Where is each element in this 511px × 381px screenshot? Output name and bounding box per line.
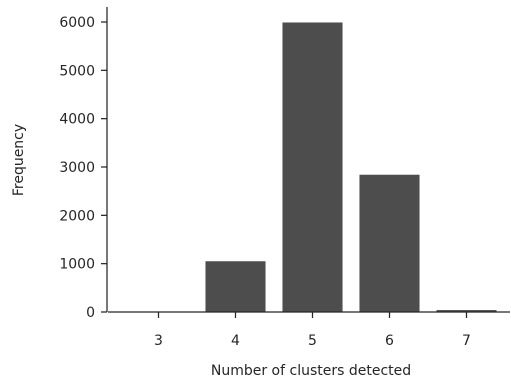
bar-6 xyxy=(359,174,420,312)
bar-7 xyxy=(436,310,497,312)
x-ticks-group: 3 4 5 6 7 xyxy=(154,312,471,349)
x-tick-label-7: 7 xyxy=(462,333,471,349)
y-tick-label-1000: 1000 xyxy=(59,257,95,273)
y-axis-label: Frequency xyxy=(11,124,27,196)
y-ticks-group: 0 1000 2000 3000 4000 5000 6000 xyxy=(59,15,107,321)
y-tick-label-0: 0 xyxy=(86,305,95,321)
y-tick-label-2000: 2000 xyxy=(59,208,95,224)
bar-5 xyxy=(282,22,343,312)
bar-4 xyxy=(205,261,266,312)
y-tick-label-4000: 4000 xyxy=(59,112,95,128)
y-tick-label-6000: 6000 xyxy=(59,15,95,31)
x-tick-label-6: 6 xyxy=(385,333,394,349)
bars-group xyxy=(205,22,497,312)
x-axis-label: Number of clusters detected xyxy=(211,363,411,379)
y-tick-label-3000: 3000 xyxy=(59,160,95,176)
y-tick-label-5000: 5000 xyxy=(59,63,95,79)
x-tick-label-4: 4 xyxy=(231,333,240,349)
x-tick-label-3: 3 xyxy=(154,333,163,349)
x-tick-label-5: 5 xyxy=(308,333,317,349)
